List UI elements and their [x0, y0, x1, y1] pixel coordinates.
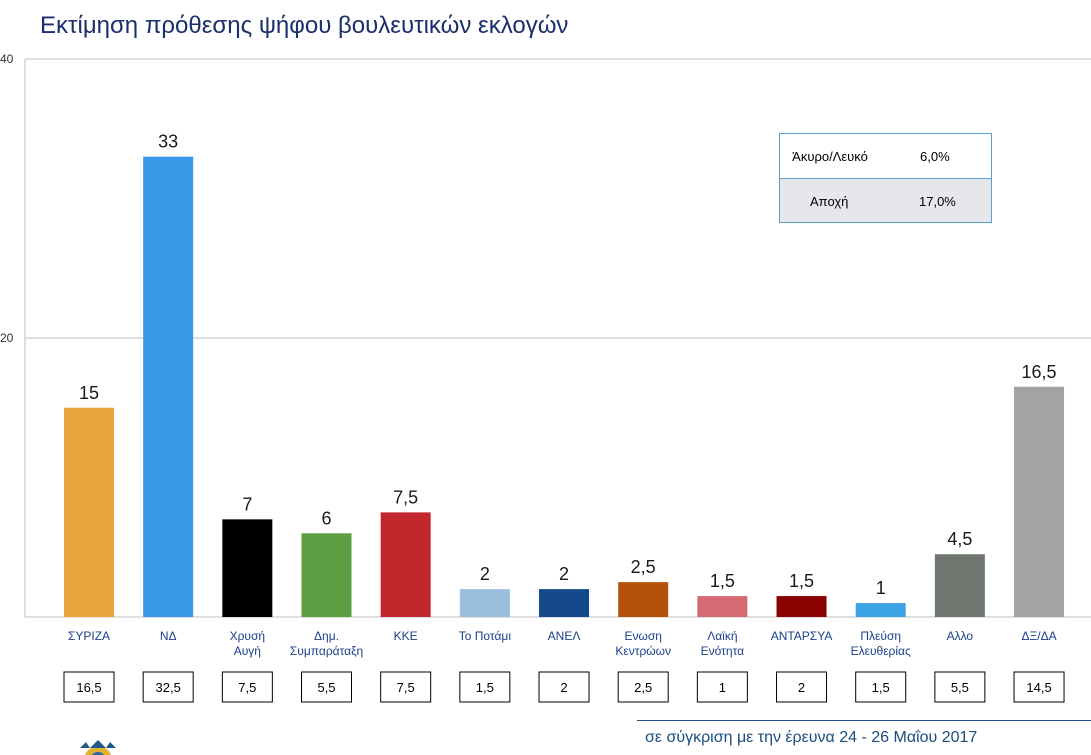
- summary-label: Αποχή: [810, 194, 849, 209]
- previous-value-label: 5,5: [317, 680, 335, 695]
- bar-value-label: 2,5: [631, 557, 656, 577]
- previous-value-label: 2: [560, 680, 567, 695]
- bar: [776, 596, 827, 617]
- previous-value-label: 1,5: [476, 680, 494, 695]
- category-label: Πλεύση: [860, 629, 901, 643]
- category-label: ΣΥΡΙΖΑ: [68, 629, 110, 643]
- previous-value-box: [459, 671, 511, 703]
- bar: [222, 519, 273, 617]
- bar-value-label: 16,5: [1022, 362, 1057, 382]
- category-label: Ενότητα: [701, 644, 744, 658]
- bar: [855, 603, 906, 617]
- bar: [143, 156, 194, 617]
- previous-value-label: 1: [719, 680, 726, 695]
- bar-value-label: 1,5: [710, 571, 735, 591]
- bar-value-label: 15: [79, 383, 99, 403]
- bar-value-label: 1: [876, 578, 886, 598]
- summary-label: Άκυρο/Λευκό: [792, 149, 868, 164]
- previous-value-box: [142, 671, 194, 703]
- category-label: ΝΔ: [160, 629, 177, 643]
- previous-value-box: [301, 671, 353, 703]
- bar: [1014, 386, 1065, 617]
- previous-value-label: 2: [798, 680, 805, 695]
- previous-value-box: [1013, 671, 1065, 703]
- bar: [380, 512, 431, 617]
- bar: [618, 582, 669, 617]
- footer-divider: [637, 720, 1091, 721]
- bar-value-label: 6: [322, 508, 332, 528]
- category-label: Αλλο: [947, 629, 974, 643]
- chart-title: Εκτίμηση πρόθεσης ψήφου βουλευτικών εκλο…: [40, 12, 569, 39]
- bar-value-label: 2: [480, 564, 490, 584]
- previous-value-label: 7,5: [238, 680, 256, 695]
- previous-value-box: [696, 671, 748, 703]
- bar: [539, 589, 590, 617]
- summary-row-blank: Άκυρο/Λευκό 6,0%: [780, 134, 991, 179]
- previous-value-box: [538, 671, 590, 703]
- company-logo: [72, 738, 124, 755]
- category-label: Ελευθερίας: [851, 644, 911, 658]
- previous-value-label: 7,5: [397, 680, 415, 695]
- previous-value-label: 1,5: [872, 680, 890, 695]
- y-tick-label: 20: [0, 331, 14, 345]
- category-label: Αυγή: [234, 644, 261, 658]
- bar-value-label: 33: [158, 132, 178, 152]
- previous-value-box: [221, 671, 273, 703]
- previous-value-label: 16,5: [76, 680, 101, 695]
- bar-value-label: 1,5: [789, 571, 814, 591]
- bar: [64, 407, 114, 617]
- category-label: ΔΞ/ΔΑ: [1021, 629, 1056, 643]
- previous-value-box: [380, 671, 432, 703]
- summary-value: 17,0%: [919, 194, 956, 209]
- previous-value-label: 32,5: [156, 680, 181, 695]
- bar-value-label: 2: [559, 564, 569, 584]
- bar-value-label: 4,5: [947, 529, 972, 549]
- previous-value-box: [855, 671, 907, 703]
- category-label: ΑΝΕΛ: [548, 629, 581, 643]
- category-label: Το Ποτάμι: [459, 629, 512, 643]
- previous-value-box: [934, 671, 986, 703]
- category-label: ΚΚΕ: [394, 629, 418, 643]
- summary-row-abstention: Αποχή 17,0%: [780, 179, 991, 222]
- bar-value-label: 7,5: [393, 487, 418, 507]
- previous-value-label: 14,5: [1026, 680, 1051, 695]
- bar: [934, 554, 985, 617]
- previous-value-box: [63, 671, 115, 703]
- previous-value-label: 5,5: [951, 680, 969, 695]
- summary-table: Άκυρο/Λευκό 6,0% Αποχή 17,0%: [779, 133, 992, 223]
- category-label: Συμπαράταξη: [290, 644, 363, 658]
- category-label: Ενωση: [624, 629, 661, 643]
- category-label: Λαϊκή: [707, 629, 737, 643]
- previous-value-box: [776, 671, 828, 703]
- previous-value-box: [617, 671, 669, 703]
- previous-value-label: 2,5: [634, 680, 652, 695]
- category-label: Χρυσή: [230, 629, 265, 643]
- category-label: Δημ.: [314, 629, 339, 643]
- bar: [459, 589, 510, 617]
- bar-value-label: 7: [242, 494, 252, 514]
- category-label: Κεντρώων: [615, 644, 671, 658]
- footer-note: σε σύγκριση με την έρευνα 24 - 26 Μαΐου …: [645, 729, 978, 746]
- y-tick-label: 40: [0, 52, 14, 66]
- summary-value: 6,0%: [920, 149, 950, 164]
- category-label: ΑΝΤΑΡΣΥΑ: [771, 629, 833, 643]
- bar: [697, 596, 748, 617]
- bar: [301, 533, 352, 617]
